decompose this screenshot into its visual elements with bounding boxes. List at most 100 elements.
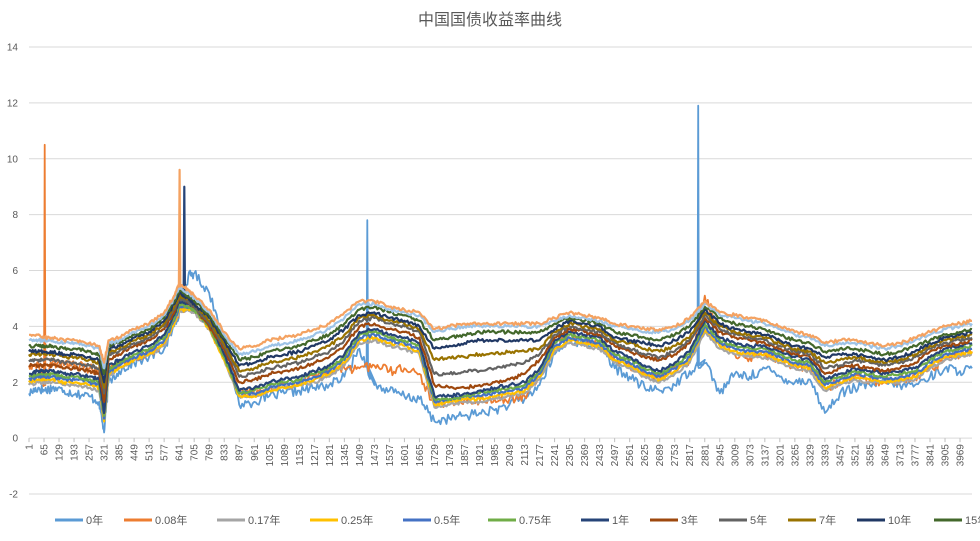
x-tick-label: 833 (220, 444, 231, 461)
legend-label: 1年 (612, 513, 629, 527)
y-tick-label: 6 (12, 266, 18, 277)
legend-label: 10年 (888, 513, 911, 527)
x-tick-label: 513 (145, 444, 156, 461)
x-tick-label: 3457 (835, 444, 846, 467)
y-tick-label: 2 (12, 378, 18, 389)
y-tick-label: 10 (7, 154, 19, 165)
x-tick-label: 1921 (475, 444, 486, 467)
y-tick-label: 12 (7, 98, 19, 109)
legend-label: 0.08年 (155, 513, 187, 527)
x-tick-label: 1537 (385, 444, 396, 467)
x-tick-label: 2753 (670, 444, 681, 467)
x-tick-label: 1985 (490, 444, 501, 467)
legend-item: 7年 (788, 513, 836, 527)
x-tick-label: 3713 (895, 444, 906, 467)
x-tick-label: 2433 (595, 444, 606, 467)
series-line-15年 (28, 288, 973, 375)
series-line-1年 (28, 185, 973, 415)
x-tick-label: 321 (100, 444, 111, 461)
series-line-3年 (28, 296, 973, 403)
x-tick-label: 2113 (520, 444, 531, 466)
legend-item: 0年 (55, 513, 103, 527)
legend-item: 0.75年 (488, 513, 551, 527)
legend-item: 1年 (581, 513, 629, 527)
x-tick-label: 897 (235, 444, 246, 461)
legend-item: 0.08年 (124, 513, 187, 527)
x-tick-label: 2561 (625, 444, 636, 467)
x-tick-label: 193 (70, 444, 81, 461)
y-axis: 14 12 10 8 6 4 2 0 -2 (7, 43, 19, 501)
x-tick-label: 3393 (820, 444, 831, 467)
x-tick-label: 641 (175, 444, 186, 461)
legend-item: 5年 (719, 513, 767, 527)
x-tick-label: 1281 (325, 444, 336, 467)
x-tick-label: 2689 (655, 444, 666, 467)
x-tick-label: 2881 (700, 444, 711, 467)
legend-label: 5年 (750, 513, 767, 527)
x-tick-label: 3137 (760, 444, 771, 467)
x-tick-label: 3009 (730, 444, 741, 467)
x-tick-label: 1473 (370, 444, 381, 467)
x-tick-label: 3777 (910, 444, 921, 467)
series-line-0年 (28, 104, 973, 434)
y-tick-label: 14 (7, 43, 19, 54)
legend-item: 15年 (934, 513, 980, 527)
x-tick-label: 449 (130, 444, 141, 461)
chart-title: 中国国债收益率曲线 (418, 11, 562, 29)
x-tick-label: 1 (25, 444, 36, 450)
x-tick-label: 3969 (956, 444, 967, 467)
x-tick-label: 1729 (430, 444, 441, 467)
legend-label: 15年 (965, 513, 980, 527)
x-tick-label: 1857 (460, 444, 471, 467)
x-tick-label: 65 (40, 444, 51, 456)
series-lines (28, 104, 973, 434)
legend-label: 7年 (819, 513, 836, 527)
x-tick-label: 3329 (805, 444, 816, 467)
series-line-30年 (28, 168, 973, 364)
legend-label: 0.17年 (248, 513, 280, 527)
x-tick-label: 3841 (926, 444, 937, 467)
x-tick-label: 1793 (445, 444, 456, 467)
legend-label: 0.75年 (519, 513, 551, 527)
x-tick-label: 385 (115, 444, 126, 461)
x-tick-label: 3585 (865, 444, 876, 467)
x-tick-label: 2369 (580, 444, 591, 467)
x-tick-label: 3521 (850, 444, 861, 467)
x-tick-label: 3265 (790, 444, 801, 467)
x-axis: 1 65 129 193 257 321 385 449 513 577 641 705 769 833 8… (25, 438, 967, 466)
x-tick-label: 961 (250, 444, 261, 461)
x-tick-label: 1089 (280, 444, 291, 467)
x-tick-label: 769 (205, 444, 216, 461)
legend-label: 3年 (681, 513, 698, 527)
x-tick-label: 577 (160, 444, 171, 461)
x-tick-label: 2049 (505, 444, 516, 467)
legend-label: 0.5年 (434, 513, 460, 527)
legend-item: 0.17年 (217, 513, 280, 527)
x-tick-label: 129 (55, 444, 66, 461)
x-tick-label: 1345 (340, 444, 351, 467)
series-line-20年 (28, 286, 973, 370)
x-tick-label: 3905 (941, 444, 952, 467)
x-tick-label: 1409 (355, 444, 366, 467)
legend: 0年 0.08年 0.17年 0.25年 0.5年 0.75年 1年 3年 5年 7年 10年 15年… (55, 513, 980, 527)
gridlines (29, 46, 972, 495)
x-tick-label: 2625 (640, 444, 651, 467)
x-tick-label: 1665 (415, 444, 426, 467)
x-tick-label: 2241 (550, 444, 561, 467)
x-tick-label: 2817 (685, 444, 696, 467)
x-tick-label: 1025 (265, 444, 276, 467)
series-line-7年 (28, 294, 973, 389)
x-tick-label: 2305 (565, 444, 576, 467)
y-tick-label: -2 (9, 490, 18, 501)
legend-item: 3年 (650, 513, 698, 527)
x-tick-label: 705 (190, 444, 201, 461)
x-tick-label: 3073 (745, 444, 756, 467)
y-tick-label: 4 (12, 322, 18, 333)
x-tick-label: 2945 (715, 444, 726, 467)
legend-item: 0.5年 (403, 513, 460, 527)
series-line-0.08年 (28, 143, 973, 417)
x-tick-label: 3201 (775, 444, 786, 467)
x-tick-label: 257 (85, 444, 96, 461)
y-tick-label: 0 (12, 434, 18, 445)
